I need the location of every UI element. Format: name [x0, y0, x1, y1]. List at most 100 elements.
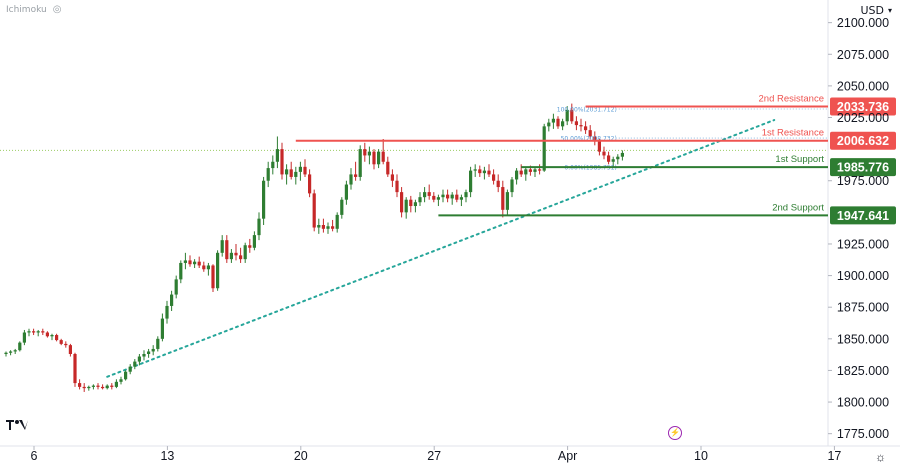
candle-body: [229, 252, 233, 260]
candle-body: [220, 240, 224, 253]
candle-body: [275, 149, 279, 162]
candle-body: [519, 170, 523, 175]
candle-body: [36, 331, 40, 333]
candle-body: [55, 335, 59, 341]
price-tag-value: 1947.641: [837, 209, 889, 223]
price-tag-value: 2033.736: [837, 100, 889, 114]
candle-body: [64, 343, 68, 346]
price-tag-value: 2006.632: [837, 134, 889, 148]
candle-body: [386, 161, 390, 175]
candle-body: [335, 214, 339, 229]
candle-body: [367, 151, 371, 156]
y-tick-label: 2100.000: [837, 16, 889, 30]
y-tick-label: 1925.000: [837, 237, 889, 251]
candle-body: [91, 385, 95, 387]
candle-body: [404, 199, 408, 213]
candle-body: [478, 169, 482, 174]
candle-body: [602, 151, 606, 156]
price-tag: [830, 158, 896, 177]
candle-body: [538, 169, 542, 171]
candle-body: [611, 159, 615, 162]
candle-body: [13, 350, 17, 352]
time-axis: 6 13 20 27 Apr 10 17: [31, 446, 841, 463]
candle-body: [179, 262, 183, 280]
level-label: 2nd Resistance: [759, 93, 824, 104]
candle-body: [505, 192, 509, 210]
candle-body: [289, 169, 293, 177]
candle-body: [27, 331, 31, 333]
candle-body: [133, 361, 137, 367]
eye-off-icon[interactable]: ◎: [52, 4, 62, 15]
candle-body: [570, 109, 574, 122]
x-tick-label: 13: [160, 449, 174, 463]
candle-body: [197, 261, 201, 266]
candle-body: [326, 226, 330, 229]
candle-body: [234, 252, 238, 256]
candle-body: [18, 342, 22, 351]
candle-body: [303, 166, 307, 175]
candle-body: [354, 174, 358, 177]
x-tick-label: 10: [694, 449, 708, 463]
y-tick-label: 1900.000: [837, 269, 889, 283]
ascending-trendline: [106, 119, 776, 378]
candle-body: [390, 174, 394, 181]
chevron-down-icon: ▾: [887, 6, 892, 15]
candle-body: [331, 226, 335, 229]
candle-body: [574, 121, 578, 126]
y-tick-label: 2025.000: [837, 111, 889, 125]
candle-body: [50, 335, 54, 337]
candle-body: [87, 386, 91, 389]
candle-body: [160, 318, 164, 339]
candle-body: [124, 371, 128, 380]
y-tick-label: 1850.000: [837, 332, 889, 346]
candle-body: [22, 332, 26, 343]
candle-body: [551, 118, 555, 123]
x-tick-label: 17: [827, 449, 841, 463]
support-resistance-levels: 2nd Resistance 2033.736 1st Resistance 2006…: [295, 93, 896, 225]
candle-body: [363, 149, 367, 156]
candle-body: [170, 294, 174, 306]
candle-body: [607, 155, 611, 162]
candle-body: [597, 141, 601, 152]
candle-body: [32, 331, 36, 333]
candle-body: [501, 187, 505, 210]
candle-body: [358, 149, 362, 177]
lightning-icon[interactable]: ⚡: [668, 426, 682, 440]
candle-body: [372, 151, 376, 165]
candle-body: [464, 192, 468, 198]
gear-icon[interactable]: ☼: [875, 450, 886, 464]
candle-body: [340, 199, 344, 215]
candle-body: [496, 180, 500, 188]
candle-body: [377, 151, 381, 165]
candle-body: [280, 149, 284, 175]
candle-body: [193, 261, 197, 265]
candle-body: [547, 122, 551, 127]
indicator-name[interactable]: Ichimoku: [6, 4, 47, 15]
candle-body: [487, 170, 491, 175]
candle-body: [239, 255, 243, 260]
candle-body: [400, 192, 404, 213]
tradingview-logo[interactable]: [6, 418, 28, 432]
candle-body: [432, 195, 436, 200]
price-tag-value: 1985.776: [837, 161, 889, 175]
candle-body: [469, 170, 473, 193]
candle-body: [588, 130, 592, 137]
candle-body: [344, 184, 348, 200]
candle-body: [418, 197, 422, 203]
candle-body: [441, 194, 445, 198]
candle-body: [96, 385, 100, 387]
price-tag: [830, 206, 896, 225]
candle-body: [298, 166, 302, 172]
candle-body: [285, 169, 289, 175]
currency-text: USD: [860, 4, 884, 17]
candle-body: [128, 366, 132, 372]
candle-body: [409, 199, 413, 207]
y-tick-label: 1825.000: [837, 364, 889, 378]
candle-body: [262, 180, 266, 219]
currency-label[interactable]: USD ▾: [860, 4, 892, 17]
candle-body: [165, 305, 169, 319]
price-tag: [830, 131, 896, 150]
candle-body: [423, 192, 427, 198]
indicator-header: Ichimoku ◎: [6, 4, 61, 15]
